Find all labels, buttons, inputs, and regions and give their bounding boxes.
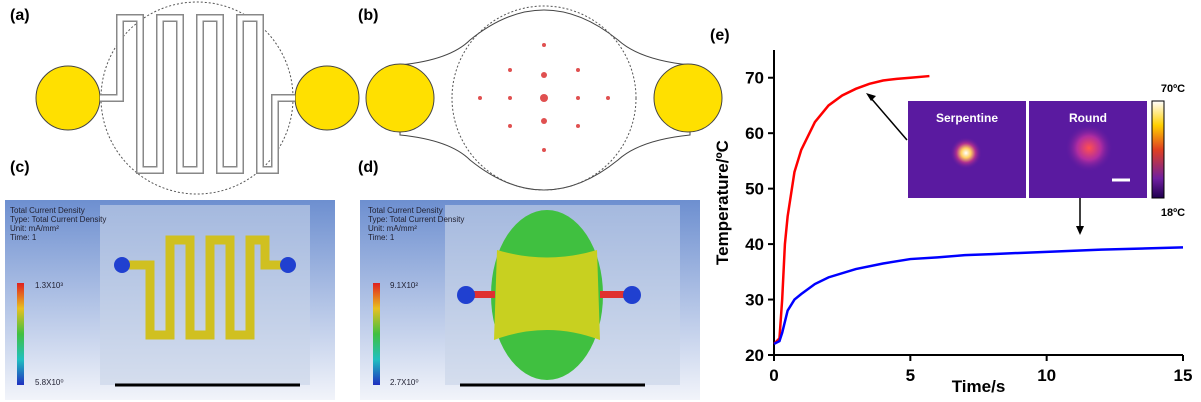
device-serpentine xyxy=(36,2,359,194)
label: Total Current Density xyxy=(10,206,85,215)
label: (b) xyxy=(358,7,378,24)
label: 1.3X10³ xyxy=(35,281,63,290)
annotation: Round xyxy=(1069,111,1107,125)
series-line xyxy=(774,247,1183,343)
figure: 20 30 40 50 60 70 0 5 10 15 Time/s Temperature/ºC Se… xyxy=(0,0,1201,402)
series-line xyxy=(774,76,929,344)
annotation: 18ºC xyxy=(1161,207,1185,219)
x-axis-label: Time/s xyxy=(952,377,1006,396)
y-tick-label: 70 xyxy=(745,69,764,88)
annotation: 70ºC xyxy=(1161,83,1185,95)
label: Type: Total Current Density xyxy=(368,215,464,224)
label: (d) xyxy=(358,159,378,176)
label: Unit: mA/mm² xyxy=(10,224,59,233)
annotation: Serpentine xyxy=(936,111,998,125)
label: 5.8X10⁰ xyxy=(35,378,64,387)
device-round xyxy=(366,6,722,190)
x-tick-label: 0 xyxy=(769,366,778,385)
label: Time: 1 xyxy=(10,233,37,242)
x-tick-label: 15 xyxy=(1174,366,1193,385)
label: (e) xyxy=(710,27,730,44)
x-tick-label: 5 xyxy=(906,366,915,385)
y-tick-label: 60 xyxy=(745,124,764,143)
y-tick-label: 30 xyxy=(745,291,764,310)
y-tick-label: 40 xyxy=(745,235,764,254)
y-axis-label: Temperature/ºC xyxy=(713,140,732,265)
label: Type: Total Current Density xyxy=(10,215,106,224)
label: Time: 1 xyxy=(368,233,395,242)
label: 9.1X10² xyxy=(390,281,418,290)
label: 2.7X10⁰ xyxy=(390,378,419,387)
label: Total Current Density xyxy=(368,206,443,215)
y-tick-label: 20 xyxy=(745,346,764,365)
thermal-inset xyxy=(866,93,1164,235)
label: (c) xyxy=(10,159,30,176)
label: (a) xyxy=(10,7,30,24)
y-tick-label: 50 xyxy=(745,180,764,199)
label: Unit: mA/mm² xyxy=(368,224,417,233)
x-tick-label: 10 xyxy=(1037,366,1056,385)
